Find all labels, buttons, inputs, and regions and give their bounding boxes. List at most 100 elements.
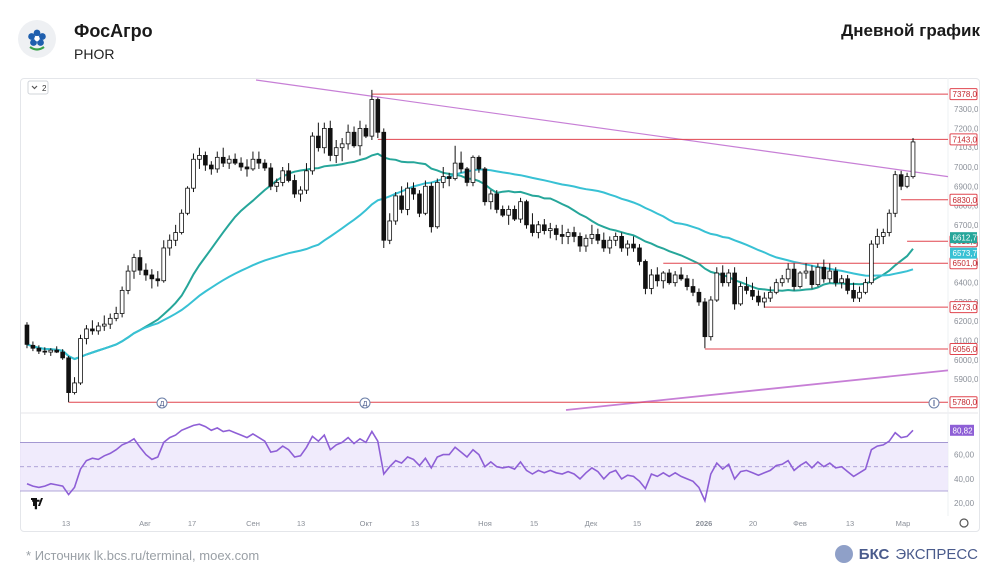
candle-body xyxy=(24,324,30,345)
candle xyxy=(446,172,452,187)
candle-body xyxy=(476,156,482,170)
candle xyxy=(857,286,862,302)
candle-body xyxy=(48,349,54,353)
rsi-band xyxy=(20,442,948,492)
candle xyxy=(714,267,720,302)
candle xyxy=(779,274,785,287)
candle-body xyxy=(845,278,850,291)
candle-body xyxy=(678,274,684,280)
ma-slow-line xyxy=(26,168,914,361)
candle-body xyxy=(631,243,636,249)
candle xyxy=(809,265,815,289)
event-marker-label: Д xyxy=(160,401,165,408)
company-name: ФосАгро xyxy=(74,21,153,41)
candle-body xyxy=(393,195,398,222)
time-axis[interactable]: 13 Авг 17 Сен 13 Окт 13 Ноя 15 Дек 15 2026 20 Фев 13 Ма… xyxy=(62,519,911,528)
candle xyxy=(892,170,898,218)
candle-body xyxy=(268,167,274,187)
candle-body xyxy=(464,168,470,183)
candle-body xyxy=(744,286,749,291)
candle xyxy=(393,192,398,225)
candle-body xyxy=(90,328,95,332)
candle-body xyxy=(892,174,898,214)
collapse-button[interactable]: 2 xyxy=(27,80,49,95)
candle xyxy=(815,263,821,287)
price-axis[interactable]: 7300,0 7200,0 7103,0 7000,0 6900,0 6800,0 6700… xyxy=(949,88,978,409)
candle-body xyxy=(274,182,280,187)
price-tick-label: 7103,0 xyxy=(954,143,978,152)
candle xyxy=(827,263,833,283)
candle xyxy=(387,213,393,245)
candle xyxy=(660,271,666,289)
candle xyxy=(643,259,648,295)
ma-fast-line xyxy=(26,152,914,361)
time-tick-label: Дек xyxy=(585,519,598,528)
candle xyxy=(90,320,95,335)
time-tick-label: Мар xyxy=(896,519,911,528)
candle-body xyxy=(839,278,844,284)
candle-body xyxy=(565,232,571,237)
price-tick-label: 7200,0 xyxy=(954,124,978,133)
candle-body xyxy=(72,382,77,393)
price-chart[interactable]: 7300,0 7200,0 7103,0 7000,0 6900,0 6800,0 6700… xyxy=(20,78,978,530)
candle xyxy=(720,265,726,287)
settings-button[interactable] xyxy=(959,518,969,528)
price-tick-label: 6700,0 xyxy=(954,221,978,230)
candle-body xyxy=(191,158,196,189)
candle xyxy=(48,348,54,356)
ma-label: 6612,7 xyxy=(953,234,978,243)
candle-body xyxy=(119,289,125,314)
candle xyxy=(357,120,363,156)
candle-body xyxy=(322,128,327,149)
level-label-box xyxy=(949,193,978,206)
candle xyxy=(322,122,327,154)
candle-body xyxy=(821,266,827,280)
candle-body xyxy=(500,209,506,216)
candle xyxy=(30,341,36,352)
candle xyxy=(214,151,220,173)
candle-body xyxy=(738,286,743,305)
company-logo xyxy=(18,20,56,58)
candle xyxy=(66,355,71,403)
chevron-down-icon xyxy=(31,85,38,90)
candle-body xyxy=(292,180,297,195)
candle xyxy=(470,155,476,187)
candle xyxy=(869,240,874,285)
rsi-series xyxy=(26,423,914,504)
candle-body xyxy=(345,131,351,145)
candle-body xyxy=(280,170,285,183)
level-label: 6830,0 xyxy=(953,196,978,205)
candle xyxy=(672,271,678,287)
candle xyxy=(500,205,506,218)
candle xyxy=(250,151,256,171)
candle xyxy=(625,240,630,256)
candle xyxy=(488,190,494,210)
candle-body xyxy=(238,162,244,168)
candle-body xyxy=(333,147,339,156)
candle xyxy=(797,271,803,289)
candle-body xyxy=(649,274,654,289)
candle-body xyxy=(316,135,321,149)
level-label-box xyxy=(949,301,978,314)
candle-body xyxy=(666,272,672,284)
candle-body xyxy=(827,270,833,280)
candle-body xyxy=(571,232,577,237)
candle xyxy=(536,220,541,239)
source-star: * xyxy=(26,548,32,563)
candle xyxy=(333,139,339,164)
candle xyxy=(452,145,458,181)
source-note: * Источник lk.bcs.ru/terminal, moex.com xyxy=(26,548,259,563)
candle-body xyxy=(518,201,523,220)
candle xyxy=(518,197,523,223)
event-marker-label: Д xyxy=(363,401,368,408)
candle xyxy=(678,267,684,281)
candle-body xyxy=(726,272,731,284)
candle xyxy=(886,209,892,237)
candle xyxy=(619,232,624,252)
candle xyxy=(637,244,642,266)
chart-title: Дневной график xyxy=(841,21,980,40)
candle-body xyxy=(42,350,48,353)
candle xyxy=(226,155,232,169)
candle-body xyxy=(179,212,184,233)
